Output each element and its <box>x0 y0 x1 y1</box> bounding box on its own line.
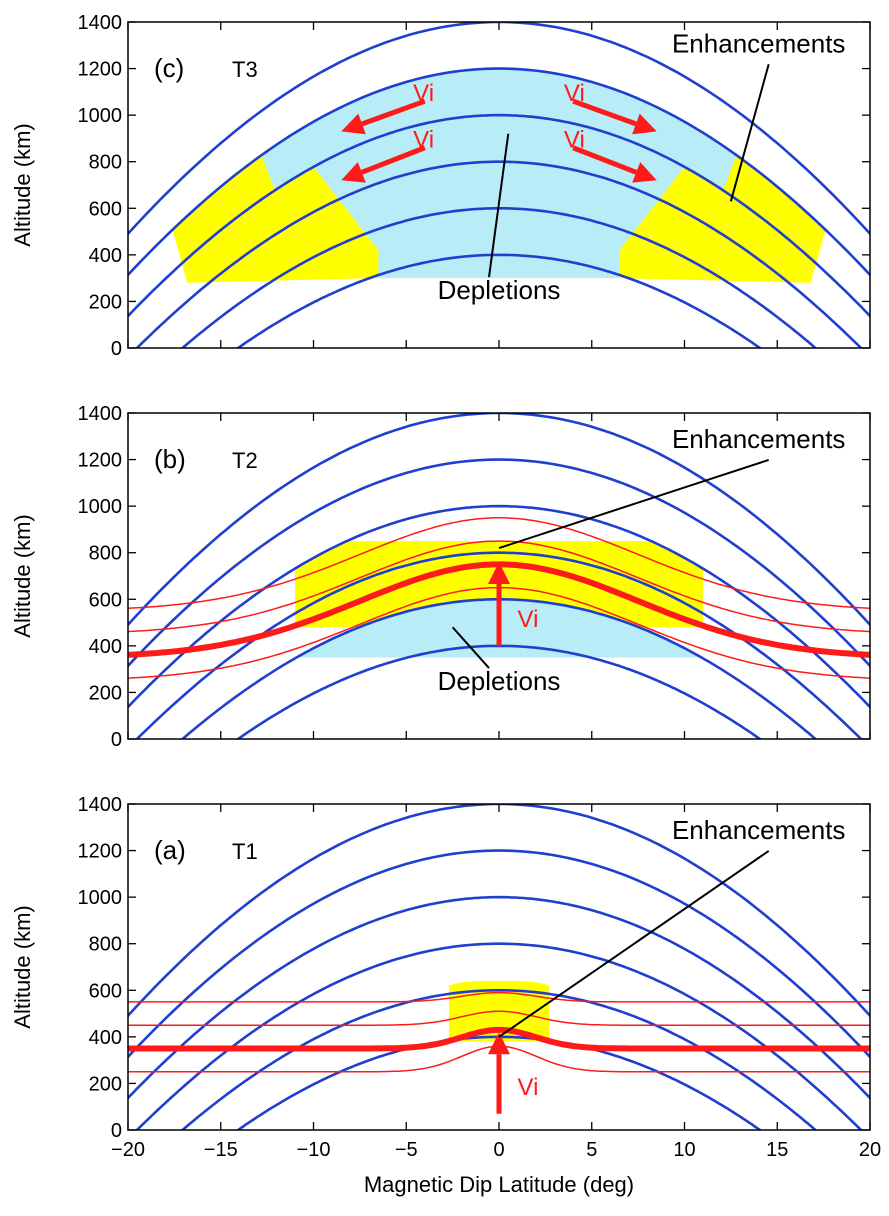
field-line <box>128 67 870 277</box>
panel-label: (c) <box>154 53 184 83</box>
y-tick-label: 600 <box>89 589 122 611</box>
velocity-label: Vi <box>518 606 539 633</box>
annotation-leader <box>498 458 770 550</box>
x-tick-label: 0 <box>493 1139 504 1161</box>
y-tick-label: 1000 <box>78 105 123 127</box>
x-axis-label: Magnetic Dip Latitude (deg) <box>364 1172 634 1197</box>
velocity-label: Vi <box>518 1074 539 1101</box>
y-tick-label: 1000 <box>78 887 123 909</box>
y-tick-label: 400 <box>89 1027 122 1049</box>
y-tick-label: 1400 <box>78 403 123 425</box>
y-tick-label: 0 <box>111 1120 122 1142</box>
velocity-arrow-shaft <box>360 145 426 175</box>
y-tick-label: 1400 <box>78 794 123 816</box>
annotation-leader <box>451 626 490 669</box>
y-tick-label: 0 <box>111 338 122 360</box>
y-axis-label: Altitude (km) <box>10 123 35 246</box>
velocity-arrow-head <box>341 162 366 183</box>
field-line <box>180 988 818 1130</box>
density-contour <box>128 991 870 1003</box>
annotation-label: Enhancements <box>672 815 845 845</box>
x-tick-label: −15 <box>204 1139 238 1161</box>
y-tick-label: 800 <box>89 934 122 956</box>
x-tick-label: 20 <box>859 1139 881 1161</box>
y-axis-label: Altitude (km) <box>10 905 35 1028</box>
y-tick-label: 400 <box>89 245 122 267</box>
y-tick-label: 0 <box>111 729 122 751</box>
field-line <box>128 895 870 1100</box>
velocity-arrow-shaft <box>572 145 638 175</box>
time-label: T3 <box>232 57 258 82</box>
field-line <box>128 413 870 627</box>
density-contour <box>128 540 870 633</box>
panel-t1: −20 −15 −10 −5 0 5 10 15 20020040060080010001200… <box>10 794 881 1197</box>
annotation-label: Enhancements <box>672 28 845 58</box>
x-tick-label: 15 <box>766 1139 788 1161</box>
density-contour <box>128 517 870 610</box>
y-tick-label: 400 <box>89 636 122 658</box>
time-label: T1 <box>232 839 258 864</box>
x-tick-label: −5 <box>395 1139 418 1161</box>
x-tick-label: 10 <box>673 1139 695 1161</box>
velocity-arrow-shaft <box>572 98 637 127</box>
field-line <box>128 22 870 236</box>
y-tick-label: 600 <box>89 198 122 220</box>
density-contour-main <box>128 1026 870 1052</box>
y-tick-label: 1200 <box>78 841 123 863</box>
annotation-leader <box>498 850 770 1038</box>
x-tick-label: −20 <box>111 1139 145 1161</box>
velocity-arrow-head <box>632 162 657 183</box>
plot-area <box>128 22 870 348</box>
y-tick-label: 200 <box>89 291 122 313</box>
field-line <box>128 804 870 1018</box>
y-tick-label: 200 <box>89 1073 122 1095</box>
velocity-arrow-head <box>632 113 657 135</box>
y-tick-label: 800 <box>89 543 122 565</box>
field-line <box>128 113 870 318</box>
y-tick-label: 1200 <box>78 450 123 472</box>
annotation-leader <box>488 133 510 278</box>
y-tick-label: 1200 <box>78 59 123 81</box>
density-contour <box>128 1010 870 1026</box>
panel-t3: 0 200 400 600 800 1000 1200 1400 Altitude (km) (c… <box>10 12 871 360</box>
annotation-label: Enhancements <box>672 424 845 454</box>
field-line <box>235 253 763 348</box>
velocity-label: Vi <box>564 127 585 154</box>
panel-label: (a) <box>154 835 186 865</box>
field-line <box>128 458 870 668</box>
velocity-label: Vi <box>413 127 434 154</box>
y-tick-label: 800 <box>89 152 122 174</box>
annotation-label: Depletions <box>438 275 561 305</box>
plot-area <box>128 804 870 1130</box>
velocity-arrow-head <box>341 113 366 135</box>
field-line <box>128 849 870 1059</box>
y-tick-label: 600 <box>89 980 122 1002</box>
y-tick-label: 1400 <box>78 12 123 34</box>
field-line <box>235 644 763 739</box>
y-axis-label: Altitude (km) <box>10 514 35 637</box>
x-tick-label: 5 <box>586 1139 597 1161</box>
time-label: T2 <box>232 448 258 473</box>
velocity-arrow-shaft <box>361 98 426 127</box>
velocity-arrow-head <box>488 562 510 584</box>
field-line <box>128 504 870 709</box>
y-tick-label: 1000 <box>78 496 123 518</box>
panel-label: (b) <box>154 444 186 474</box>
velocity-label: Vi <box>564 80 585 107</box>
y-tick-label: 200 <box>89 682 122 704</box>
annotation-leader <box>729 64 770 202</box>
velocity-label: Vi <box>413 80 434 107</box>
panel-t2: 0 200 400 600 800 1000 1200 1400 Altitude (km) (b… <box>10 403 871 751</box>
x-tick-label: −10 <box>297 1139 331 1161</box>
annotation-label: Depletions <box>438 666 561 696</box>
velocity-arrow-head <box>488 1032 510 1055</box>
field-line <box>135 942 863 1130</box>
field-line <box>135 160 863 348</box>
